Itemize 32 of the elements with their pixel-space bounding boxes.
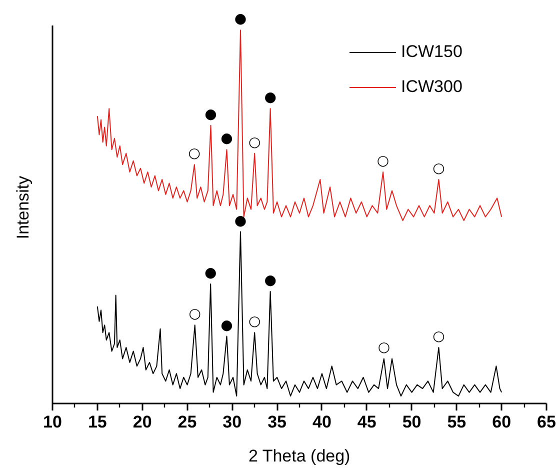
- annotation: ○: [378, 340, 390, 356]
- x-tick-label: 60: [492, 412, 512, 432]
- x-tick-label: 10: [43, 412, 62, 432]
- annotation: ○: [432, 160, 445, 176]
- y-axis-title: Intensity: [14, 175, 32, 240]
- x-tick-label: 35: [268, 412, 287, 432]
- annotation: ●: [264, 272, 276, 288]
- annotation: ●: [264, 90, 276, 106]
- x-tick-label: 15: [88, 412, 107, 432]
- x-tick-label: 20: [132, 412, 152, 432]
- x-tick-label: 25: [178, 412, 197, 432]
- legend-label: ICW300: [401, 77, 464, 97]
- annotation: ○: [248, 134, 261, 150]
- x-tick-label: 50: [402, 412, 422, 432]
- annotation: ●: [204, 106, 217, 122]
- annotation: ●: [220, 130, 233, 147]
- annotation: ●: [234, 212, 247, 229]
- annotation: ○: [248, 314, 261, 330]
- annotation: ○: [188, 146, 201, 162]
- x-tick-label: 45: [357, 412, 376, 432]
- x-tick-label: 65: [537, 412, 556, 432]
- annotation: ○: [376, 153, 390, 170]
- annotation: ○: [188, 306, 201, 322]
- x-tick-label: 55: [447, 412, 466, 432]
- x-tick-label: 30: [222, 412, 242, 432]
- legend-label: ICW150: [401, 42, 464, 62]
- annotation: ○: [432, 328, 445, 344]
- annotation: ●: [220, 317, 233, 334]
- annotation: ●: [204, 265, 217, 282]
- annotation: ●: [234, 11, 247, 28]
- x-tick-label: 40: [312, 412, 332, 432]
- x-axis-title: 2 Theta (deg): [248, 446, 350, 466]
